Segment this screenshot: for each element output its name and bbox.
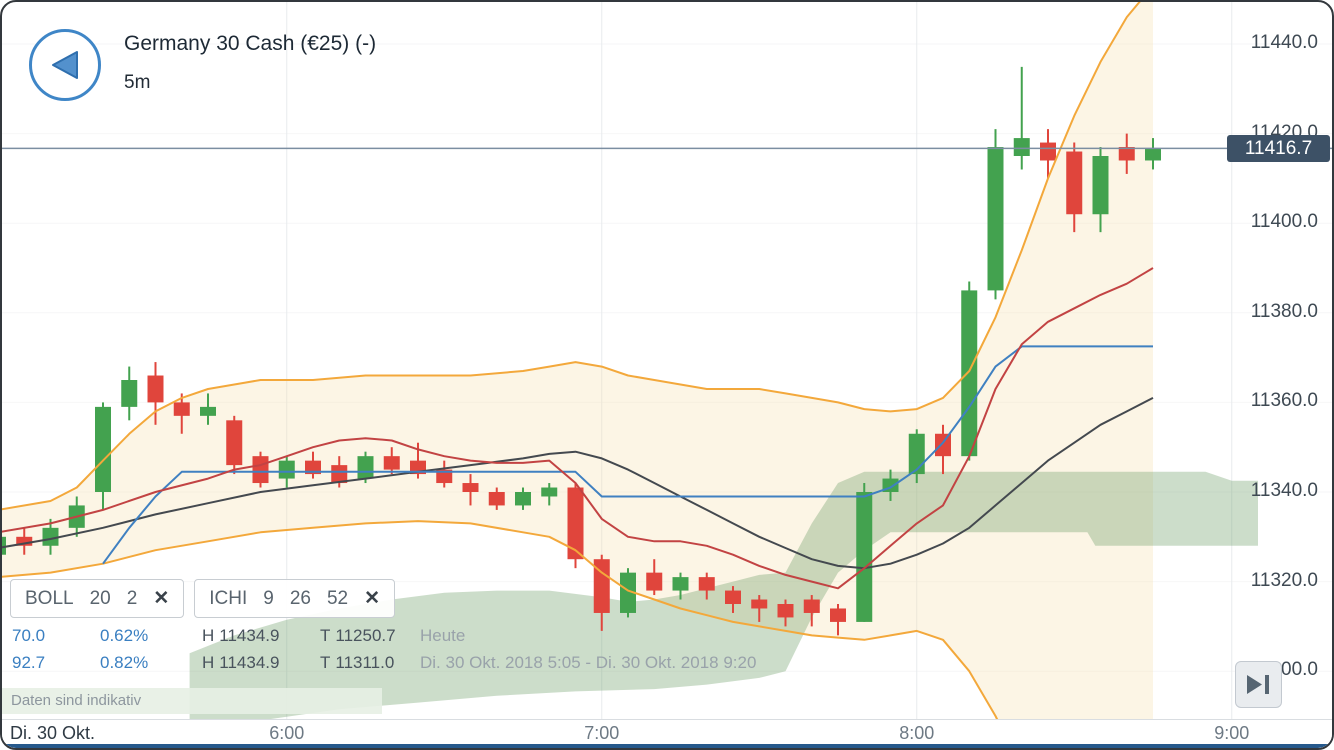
price-chart-canvas[interactable] [2, 2, 1334, 724]
indicator-param: 2 [126, 587, 138, 609]
indicator-param: 20 [89, 587, 111, 609]
time-axis-label: 7:00 [584, 723, 620, 743]
indicator-name: ICHI [209, 587, 248, 609]
high-value: H 11434.9 [202, 653, 280, 672]
change-value: 70.0 [12, 626, 46, 645]
indicator-chip-boll[interactable]: BOLL 20 2 ✕ [10, 579, 185, 618]
remove-indicator-icon[interactable]: ✕ [364, 588, 381, 609]
time-axis-label: 6:00 [269, 723, 305, 743]
time-axis-label: 9:00 [1214, 723, 1250, 743]
time-axis[interactable]: Di. 30 Okt. 6:00 7:00 8:00 9:00 [2, 719, 1332, 748]
back-button[interactable] [29, 29, 101, 101]
change-percent: 0.82% [100, 653, 149, 672]
indicator-param: 9 [263, 587, 274, 609]
indicator-chip-ichi[interactable]: ICHI 9 26 52 ✕ [194, 579, 396, 618]
period-label: Heute [420, 626, 466, 645]
indicator-name: BOLL [25, 587, 74, 609]
time-axis-label: Di. 30 Okt. [10, 723, 96, 743]
back-arrow-icon [52, 51, 78, 79]
disclaimer-label: Daten sind indikativ [2, 688, 382, 714]
low-value: T 11250.7 [320, 626, 396, 645]
timeline-scrollbar[interactable] [2, 744, 1332, 748]
change-percent: 0.62% [100, 626, 149, 645]
stats-row-today: 70.0 0.62% H 11434.9 T 11250.7 Heute [12, 626, 465, 646]
indicator-chips: BOLL 20 2 ✕ ICHI 9 26 52 ✕ [10, 579, 396, 618]
current-price-tag: 11416.7 [1227, 134, 1330, 162]
instrument-title: Germany 30 Cash (€25) (-) [124, 32, 377, 55]
change-value: 92.7 [12, 653, 46, 672]
period-label: Di. 30 Okt. 2018 5:05 - Di. 30 Okt. 2018… [420, 653, 757, 672]
timeframe-label: 5m [124, 72, 151, 93]
low-value: T 11311.0 [320, 653, 395, 672]
time-axis-label: 8:00 [899, 723, 935, 743]
skip-to-latest-button[interactable] [1235, 661, 1282, 708]
remove-indicator-icon[interactable]: ✕ [153, 588, 170, 609]
skip-to-end-icon [1247, 675, 1269, 694]
high-value: H 11434.9 [202, 626, 280, 645]
indicator-param: 26 [289, 587, 311, 609]
indicator-param: 52 [326, 587, 349, 609]
stats-row-range: 92.7 0.82% H 11434.9 T 11311.0 Di. 30 Okt.… [12, 653, 756, 673]
